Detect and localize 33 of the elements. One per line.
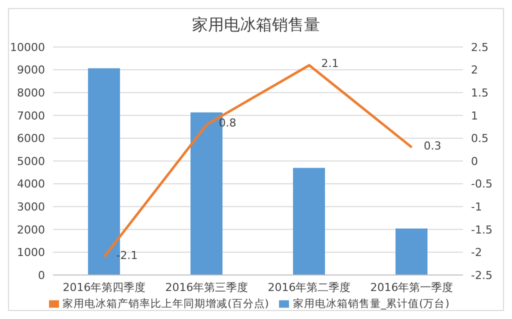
y-tick-label: 1000 xyxy=(17,246,45,260)
y-tick-label: 0 xyxy=(38,268,45,282)
y-tick-label: 8000 xyxy=(17,86,45,100)
legend-label: 家用电冰箱销售量_累计值(万台) xyxy=(292,298,450,310)
y-tick-label: 5000 xyxy=(17,154,45,168)
y2-tick-label: -0.5 xyxy=(471,178,492,191)
x-tick-label: 2016年第一季度 xyxy=(370,280,454,294)
bar xyxy=(293,168,325,275)
y2-tick-label: -1.5 xyxy=(471,223,492,236)
y2-tick-label: 0 xyxy=(471,154,478,168)
bar xyxy=(396,228,428,275)
x-tick-label: 2016年第三季度 xyxy=(165,280,248,294)
data-label: 2.1 xyxy=(321,57,339,70)
y-tick-label: 4000 xyxy=(17,178,45,191)
y2-tick-label: 2.5 xyxy=(471,40,488,54)
y2-tick-label: 1 xyxy=(471,109,478,122)
legend-label: 家用电冰箱产销率比上年同期增减(百分点) xyxy=(62,298,269,310)
chart-title: 家用电冰箱销售量 xyxy=(192,15,320,34)
y2-tick-label: 2 xyxy=(471,64,478,77)
data-label: 0.3 xyxy=(424,139,442,152)
y2-tick-label: 0.5 xyxy=(471,132,488,146)
x-tick-label: 2016年第二季度 xyxy=(268,280,351,294)
x-tick-label: 2016年第四季度 xyxy=(62,280,146,294)
y-tick-label: 3000 xyxy=(17,200,45,214)
y-tick-label: 7000 xyxy=(17,109,45,122)
y2-tick-label: -1 xyxy=(471,200,482,214)
y-tick-label: 10000 xyxy=(10,40,45,54)
y2-tick-label: -2.5 xyxy=(471,268,492,282)
y2-tick-label: -2 xyxy=(471,246,482,260)
y-tick-label: 6000 xyxy=(17,132,45,146)
y2-tick-label: 1.5 xyxy=(471,86,488,100)
y-tick-label: 9000 xyxy=(17,64,45,77)
y-tick-label: 2000 xyxy=(17,223,45,236)
